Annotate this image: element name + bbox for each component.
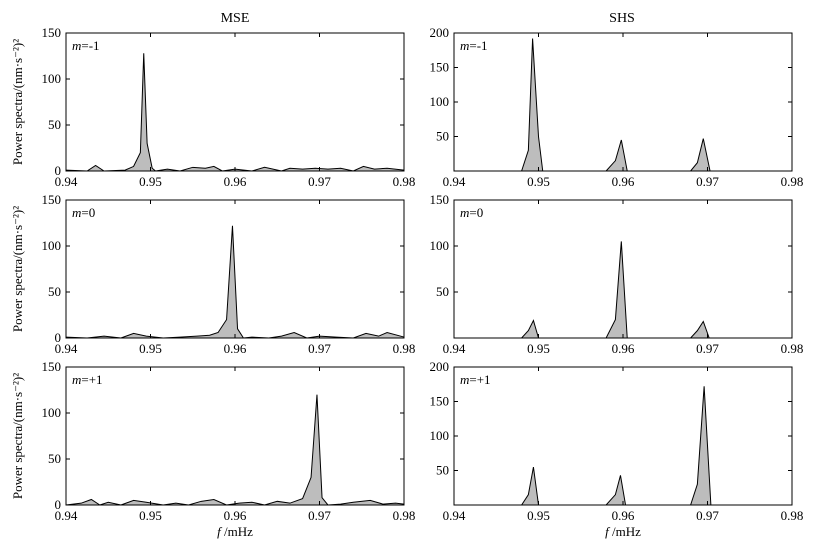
panel-order-label: m=-1	[460, 38, 488, 53]
spectrum-line	[65, 394, 405, 506]
y-tick-label: 150	[430, 60, 450, 75]
y-tick-label: 50	[48, 451, 61, 466]
x-tick-label: 0.98	[393, 174, 416, 189]
x-tick-label: 0.97	[308, 341, 331, 356]
y-tick-label: 50	[436, 129, 449, 144]
x-tick-label: 0.97	[308, 508, 331, 523]
x-tick-label: 0.96	[612, 508, 635, 523]
y-tick-label: 150	[42, 25, 62, 40]
y-tick-label: 150	[42, 359, 62, 374]
x-tick-label: 0.94	[55, 174, 78, 189]
y-tick-label: 100	[42, 405, 62, 420]
axes-frame	[65, 366, 405, 506]
x-tick-label: 0.95	[139, 174, 162, 189]
column-title-mse: MSE	[221, 11, 250, 26]
x-tick-label: 0.94	[55, 341, 78, 356]
panel-order-label: m=+1	[460, 372, 491, 387]
column-title-shs: SHS	[609, 11, 635, 26]
panel-2: 0.94 0.95 0.96 0.97 0.98 50 100 150 200 m=-1	[430, 25, 804, 189]
x-axis-label: f /mHz	[217, 524, 253, 539]
x-tick-label: 0.95	[527, 508, 550, 523]
x-tick-label: 0.97	[696, 341, 719, 356]
x-tick-label: 0.95	[527, 341, 550, 356]
y-tick-label: 50	[48, 284, 61, 299]
y-axis-label: Power spectra/(nm·s⁻²)²	[10, 39, 25, 165]
y-axis-label: Power spectra/(nm·s⁻²)²	[10, 206, 25, 332]
x-tick-label: 0.97	[696, 508, 719, 523]
axes-frame	[65, 32, 405, 172]
x-tick-label: 0.96	[224, 341, 247, 356]
x-tick-label: 0.96	[224, 174, 247, 189]
panel-order-label: m=-1	[72, 38, 100, 53]
x-tick-label: 0.96	[612, 174, 635, 189]
y-tick-label: 100	[42, 71, 62, 86]
y-tick-label: 50	[48, 117, 61, 132]
y-tick-label: 100	[430, 238, 450, 253]
x-tick-label: 0.95	[527, 174, 550, 189]
x-tick-label: 0.97	[696, 174, 719, 189]
x-tick-label: 0.98	[781, 174, 804, 189]
x-tick-label: 0.98	[781, 508, 804, 523]
x-tick-label: 0.96	[612, 341, 635, 356]
spectrum-line	[454, 386, 792, 506]
x-axis-label: f /mHz	[605, 524, 641, 539]
x-tick-label: 0.98	[393, 508, 416, 523]
y-tick-label: 100	[430, 428, 450, 443]
x-tick-label: 0.94	[443, 508, 466, 523]
x-tick-label: 0.98	[393, 341, 416, 356]
x-tick-label: 0.94	[55, 508, 78, 523]
x-tick-label: 0.96	[224, 508, 247, 523]
panel-order-label: m=0	[72, 205, 95, 220]
y-tick-label: 50	[436, 463, 449, 478]
panel-4: 0.94 0.95 0.96 0.97 0.98 50 100 150 m=0	[430, 192, 804, 356]
panel-6: 0.94 0.95 0.96 0.97 0.98 50 100 150 200 m=+1 f /mH…	[430, 359, 804, 539]
x-tick-label: 0.95	[139, 341, 162, 356]
spectrum-area	[454, 386, 792, 505]
panel-1: 0.94 0.95 0.96 0.97 0.98 0 50 100 150 m=-1 Power s…	[10, 25, 415, 189]
y-tick-label: 150	[42, 192, 62, 207]
panel-order-label: m=+1	[72, 372, 103, 387]
y-tick-label: 0	[55, 163, 62, 178]
y-tick-label: 0	[55, 330, 62, 345]
y-tick-label: 50	[436, 284, 449, 299]
y-tick-label: 0	[55, 497, 62, 512]
panel-5: 0.94 0.95 0.96 0.97 0.98 0 50 100 150 m=+1 Power s…	[10, 359, 415, 539]
spectrum-line	[65, 53, 405, 172]
x-tick-label: 0.94	[443, 174, 466, 189]
spectrum-area	[66, 53, 404, 171]
axes-frame	[453, 366, 793, 506]
panels-group: 0.94 0.95 0.96 0.97 0.98 0 50 100 150 m=-1 Power s…	[10, 25, 803, 539]
spectrum-line	[454, 241, 792, 339]
x-tick-label: 0.94	[443, 341, 466, 356]
spectrum-area	[66, 394, 404, 505]
x-tick-label: 0.98	[781, 341, 804, 356]
y-tick-label: 150	[430, 394, 450, 409]
y-tick-label: 100	[430, 94, 450, 109]
y-tick-label: 150	[430, 192, 450, 207]
y-axis-label: Power spectra/(nm·s⁻²)²	[10, 373, 25, 499]
panel-3: 0.94 0.95 0.96 0.97 0.98 0 50 100 150 m=0 Power sp…	[10, 192, 415, 356]
panel-order-label: m=0	[460, 205, 483, 220]
spectrum-area	[454, 241, 792, 338]
y-tick-label: 200	[430, 25, 450, 40]
y-tick-label: 200	[430, 359, 450, 374]
x-tick-label: 0.97	[308, 174, 331, 189]
spectrum-line	[454, 38, 792, 172]
y-tick-label: 100	[42, 238, 62, 253]
x-tick-label: 0.95	[139, 508, 162, 523]
